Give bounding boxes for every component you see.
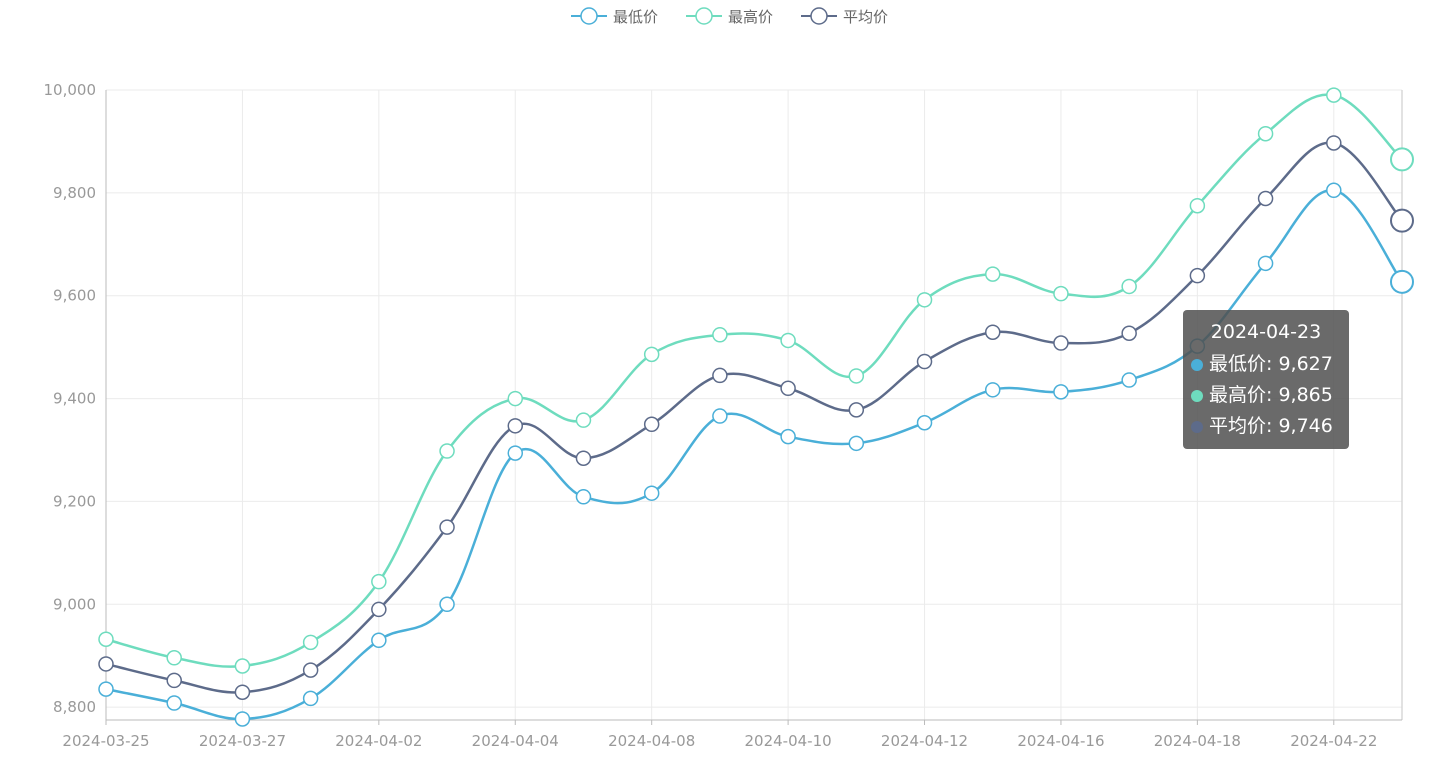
point-high: [848, 368, 865, 384]
tooltip-avg-text: 平均价: 9,746: [1209, 415, 1333, 437]
tooltip-date: 2024-04-23: [1210, 321, 1322, 343]
tooltip-row-low: 最低价: 9,627: [1191, 349, 1341, 380]
point-avg: [302, 662, 319, 678]
point-avg: [166, 672, 182, 689]
point-low: [575, 489, 592, 505]
point-high: [1053, 285, 1069, 302]
point-avg: [1326, 135, 1342, 151]
point-low: [1257, 255, 1274, 272]
legend-label-avg: 平均价: [843, 7, 889, 26]
legend-item-low[interactable]: 最低价: [571, 4, 658, 28]
point-avg: [439, 519, 455, 535]
point-high: [780, 332, 796, 349]
point-avg: [984, 324, 1001, 340]
legend-low-icon: [571, 7, 607, 25]
y-tick-label: 9,400: [53, 390, 96, 408]
point-avg: [1121, 325, 1137, 342]
y-tick-label: 8,800: [53, 698, 96, 716]
point-avg: [780, 380, 796, 397]
x-tick-label: 2024-04-22: [1290, 732, 1377, 750]
legend-item-high[interactable]: 最高价: [686, 4, 773, 28]
point-high: [575, 412, 592, 428]
point-avg: [371, 601, 387, 618]
tooltip-low-text: 最低价: 9,627: [1209, 353, 1333, 375]
point-high: [98, 631, 114, 648]
point-avg: [1053, 335, 1069, 351]
point-high: [439, 443, 455, 459]
point-high: [507, 390, 524, 407]
point-avg: [575, 450, 592, 466]
y-tick-label: 9,600: [53, 287, 96, 305]
y-tick-label: 9,000: [53, 595, 96, 613]
x-tick-label: 2024-04-04: [472, 732, 559, 750]
point-avg: [1390, 208, 1414, 233]
point-avg: [234, 684, 251, 700]
point-avg: [848, 402, 865, 418]
x-tick-label: 2024-04-18: [1154, 732, 1241, 750]
point-high: [984, 266, 1001, 282]
point-low: [1053, 384, 1069, 400]
legend-label-low: 最低价: [613, 7, 659, 26]
point-high: [166, 650, 182, 666]
point-low: [848, 435, 865, 452]
point-avg: [712, 367, 728, 384]
point-high: [234, 658, 251, 674]
point-low: [780, 428, 796, 445]
point-avg: [916, 353, 933, 370]
point-high: [1121, 278, 1137, 295]
tooltip-row-high: 最高价: 9,865: [1191, 380, 1341, 411]
tooltip-high-dot: [1191, 389, 1203, 402]
point-low: [984, 382, 1001, 398]
point-high: [916, 292, 933, 308]
point-avg: [98, 656, 114, 672]
point-low: [643, 485, 660, 501]
x-tick-label: 2024-04-02: [335, 732, 422, 750]
x-tick-label: 2024-04-16: [1017, 732, 1104, 750]
point-low: [302, 690, 319, 707]
x-tick-label: 2024-03-27: [199, 732, 286, 750]
point-high: [302, 634, 319, 651]
point-low: [98, 681, 114, 697]
x-tick-label: 2024-04-12: [881, 732, 968, 750]
tooltip-row-avg: 平均价: 9,746: [1191, 411, 1341, 442]
point-high: [712, 327, 728, 343]
point-low: [507, 445, 524, 461]
y-tick-label: 9,200: [53, 492, 96, 510]
tooltip-low-dot: [1191, 358, 1203, 371]
point-avg: [507, 418, 524, 434]
y-tick-label: 9,800: [53, 184, 96, 202]
point-low: [1121, 372, 1137, 388]
legend-avg-icon: [801, 7, 837, 25]
point-high: [1326, 87, 1342, 103]
y-tick-label: 10,000: [44, 81, 97, 99]
point-low: [1326, 182, 1342, 199]
x-tick-label: 2024-04-08: [608, 732, 695, 750]
point-high: [1189, 197, 1206, 214]
tooltip: 2024-04-23 最低价: 9,627 最高价: 9,865 平均价: 9,…: [1183, 310, 1349, 449]
point-high: [643, 346, 660, 363]
point-high: [371, 573, 387, 590]
point-avg: [1189, 267, 1206, 284]
tooltip-high-text: 最高价: 9,865: [1209, 384, 1333, 406]
point-avg: [1257, 190, 1274, 207]
point-avg: [643, 416, 660, 433]
legend-item-avg[interactable]: 平均价: [801, 4, 888, 28]
point-low: [1390, 269, 1414, 294]
point-high: [1257, 125, 1274, 142]
legend: 最低价 最高价 平均价: [0, 4, 1437, 28]
point-low: [712, 408, 728, 424]
tooltip-avg-dot: [1191, 420, 1203, 433]
legend-high-icon: [686, 7, 722, 25]
point-low: [439, 596, 455, 613]
legend-label-high: 最高价: [728, 7, 774, 26]
point-low: [916, 414, 933, 431]
point-high: [1390, 147, 1414, 172]
point-low: [166, 695, 182, 711]
x-tick-label: 2024-03-25: [62, 732, 149, 750]
point-low: [234, 711, 251, 727]
point-low: [371, 632, 387, 649]
series-line-low: [105, 189, 1404, 721]
x-tick-label: 2024-04-10: [745, 732, 832, 750]
